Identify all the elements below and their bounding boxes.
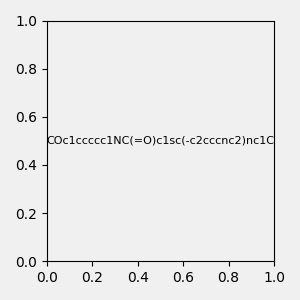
- Text: COc1ccccc1NC(=O)c1sc(-c2cccnc2)nc1C: COc1ccccc1NC(=O)c1sc(-c2cccnc2)nc1C: [46, 136, 274, 146]
